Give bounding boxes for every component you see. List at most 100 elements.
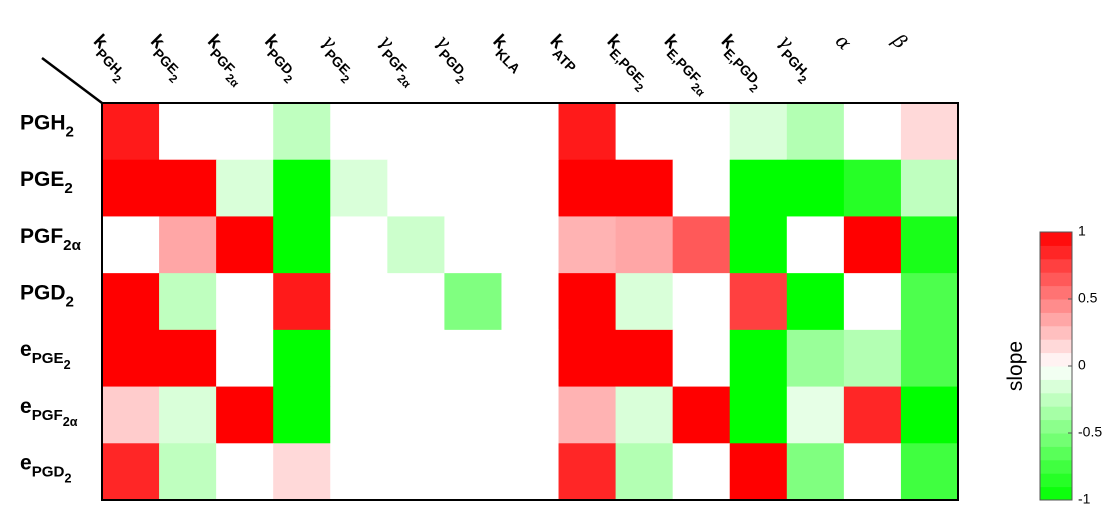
heatmap-cell — [672, 103, 731, 161]
column-label: kPGE2 — [138, 31, 193, 86]
label-subscript: 2 — [453, 74, 466, 87]
row-label: ePGF2α — [20, 395, 78, 429]
heatmap-cell — [558, 216, 617, 274]
heatmap-cell — [501, 216, 560, 274]
heatmap-cell — [615, 216, 674, 274]
heatmap-cell — [615, 159, 674, 217]
heatmap-cell — [159, 159, 217, 217]
heatmap-cell — [786, 329, 845, 388]
colorbar-step — [1040, 366, 1072, 380]
heatmap-cell — [672, 216, 731, 274]
column-label: kPGD2 — [252, 31, 308, 87]
label-subscript: 2α — [63, 237, 81, 254]
column-label: kPGH2 — [81, 31, 137, 87]
label-subscript: E,PGD — [721, 46, 762, 87]
heatmap-cell — [444, 386, 502, 444]
column-label: γPGF2α — [367, 30, 428, 91]
column-label: γPGH2 — [766, 30, 823, 87]
label-subscript: PGE — [32, 350, 64, 367]
column-label: kPGF2α — [195, 31, 254, 90]
heatmap-cell — [330, 443, 388, 501]
heatmap-cell — [900, 273, 959, 331]
heatmap-cell — [672, 273, 731, 331]
column-label: kE,PGF2α — [652, 31, 721, 100]
heatmap-cell — [900, 103, 959, 161]
heatmap-cell — [273, 329, 331, 388]
label-subscript: PGE — [150, 46, 181, 77]
label-subscript: 2 — [281, 73, 294, 86]
heatmap-cell — [102, 103, 160, 161]
colorbar-step — [1040, 446, 1072, 461]
label-base: β — [887, 29, 911, 53]
heatmap-cell — [843, 103, 902, 161]
heatmap-cell — [216, 443, 274, 501]
heatmap-cell — [501, 273, 560, 331]
heatmap-cell — [159, 216, 217, 274]
colorbar-tick-label: 0.5 — [1078, 290, 1098, 306]
heatmap-cell — [330, 329, 388, 388]
row-label: PGF2α — [20, 225, 82, 254]
colorbar-label: slope — [1004, 341, 1027, 391]
heatmap-cell — [558, 329, 617, 388]
label-base: e — [20, 452, 32, 475]
heatmap-cell — [786, 103, 845, 161]
heatmap-cell — [729, 386, 788, 444]
colorbar-step — [1040, 406, 1072, 421]
heatmap-cell — [273, 386, 331, 444]
colorbar-step — [1040, 352, 1072, 367]
colorbar-step — [1040, 339, 1072, 354]
column-label: kKLA — [485, 31, 531, 77]
heatmap-cell — [216, 216, 274, 274]
heatmap-cell — [444, 159, 502, 217]
label-base: e — [20, 395, 32, 418]
column-label: kE,PGE2 — [595, 31, 659, 95]
column-label: kATP — [542, 31, 586, 75]
label-subscript: 2α — [394, 73, 412, 91]
label-subscript: PGD — [32, 464, 65, 481]
heatmap-cell — [900, 329, 959, 388]
heatmap-cell — [444, 443, 502, 501]
colorbar-step — [1040, 285, 1072, 300]
colorbar-step — [1040, 325, 1072, 340]
label-subscript: PGD — [264, 46, 296, 78]
heatmap-cell — [387, 216, 445, 274]
heatmap-cell — [729, 273, 788, 331]
heatmap-cell — [615, 386, 674, 444]
column-label: kE,PGD2 — [709, 31, 774, 96]
heatmap-cell — [102, 329, 160, 388]
heatmap-cell — [216, 159, 274, 217]
label-subscript: 2α — [63, 415, 78, 429]
heatmap-cell — [501, 103, 560, 161]
heatmap-cell — [615, 103, 674, 161]
heatmap-cell — [216, 103, 274, 161]
row-label: PGD2 — [20, 282, 74, 311]
heatmap-cell — [558, 159, 617, 217]
heatmap-cell — [501, 386, 560, 444]
row-label: PGH2 — [20, 111, 74, 140]
heatmap-cell — [672, 329, 731, 388]
heatmap-cell — [729, 216, 788, 274]
heatmap-cell — [273, 216, 331, 274]
heatmap-cell — [387, 443, 445, 501]
label-subscript: 2 — [64, 180, 72, 197]
heatmap-cell — [672, 443, 731, 501]
label-subscript: PGE — [322, 46, 353, 77]
heatmap-cell — [501, 329, 560, 388]
heatmap-cell — [216, 386, 274, 444]
colorbar-step — [1040, 258, 1072, 273]
heatmap-cell — [102, 386, 160, 444]
heatmap-cell — [159, 329, 217, 388]
label-subscript: PGH — [778, 46, 810, 78]
label-base: α — [831, 30, 856, 55]
colorbar-tick-label: 0 — [1078, 357, 1086, 373]
heatmap-cell — [102, 273, 160, 331]
heatmap-cell — [900, 386, 959, 444]
colorbar-step — [1040, 299, 1072, 313]
label-base: PGD — [20, 282, 66, 305]
heatmap-cell — [615, 329, 674, 388]
heatmap-cell — [330, 273, 388, 331]
heatmap-cell — [387, 159, 445, 217]
row-label: ePGE2 — [20, 338, 71, 372]
heatmap-cell — [159, 103, 217, 161]
